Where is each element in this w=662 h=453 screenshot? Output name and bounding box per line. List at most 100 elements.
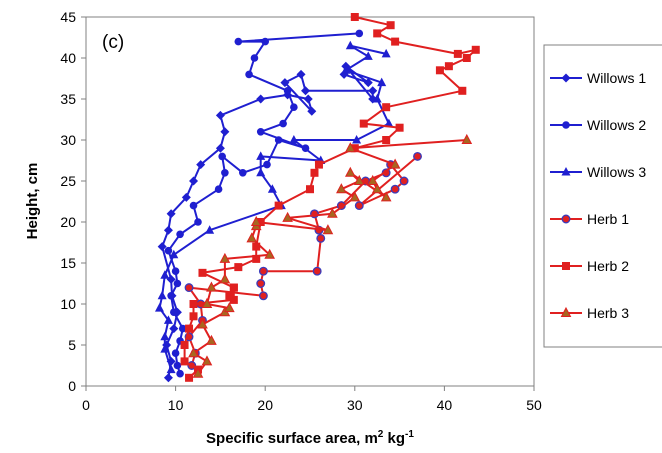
data-point — [344, 166, 356, 177]
data-point — [344, 142, 356, 153]
data-point — [289, 135, 299, 144]
data-point — [157, 290, 167, 300]
data-point — [274, 201, 283, 210]
data-point — [363, 78, 373, 88]
y-tick-label: 5 — [68, 337, 76, 353]
data-point — [250, 215, 262, 226]
data-point — [264, 248, 276, 259]
data-point — [327, 207, 338, 218]
legend-label: Herb 2 — [587, 258, 629, 274]
data-point — [310, 168, 319, 177]
data-point — [267, 184, 277, 193]
legend-marker — [561, 73, 571, 83]
data-point — [218, 152, 226, 161]
y-tick-label: 45 — [60, 9, 76, 25]
legend: Willows 1 Willows 2 Willows 3 Herb 1 Herb 2 H… — [543, 44, 662, 348]
data-point — [256, 167, 266, 177]
data-point — [368, 86, 378, 96]
series-herb-2 — [180, 13, 480, 382]
data-point — [166, 364, 176, 374]
data-point — [215, 110, 225, 120]
data-point — [171, 267, 180, 276]
legend-marker — [561, 167, 571, 176]
data-point — [184, 283, 194, 293]
data-point — [234, 37, 243, 46]
data-point — [219, 252, 231, 263]
data-point — [154, 303, 164, 312]
data-point — [390, 184, 400, 194]
data-point — [382, 136, 391, 144]
data-point — [205, 225, 215, 234]
data-point — [194, 218, 202, 226]
data-point — [256, 94, 266, 104]
data-point — [283, 87, 292, 95]
y-tick-label: 10 — [60, 296, 76, 312]
data-point — [256, 151, 266, 160]
data-point — [181, 192, 191, 202]
data-point — [303, 94, 313, 104]
legend-item: Willows 3 — [550, 164, 646, 180]
data-point — [198, 268, 207, 277]
data-point — [219, 273, 231, 284]
data-point — [413, 151, 422, 161]
data-point — [157, 242, 167, 252]
data-point — [171, 349, 180, 358]
legend-marker — [562, 121, 570, 129]
data-point — [372, 94, 382, 103]
data-point — [189, 312, 198, 321]
data-point — [381, 48, 391, 58]
legend-label: Herb 1 — [587, 211, 629, 227]
x-tick-label: 30 — [347, 397, 363, 413]
data-point — [245, 70, 253, 79]
data-point — [163, 373, 173, 383]
y-tick-label: 30 — [60, 132, 76, 148]
plot-frame — [85, 16, 535, 387]
data-point — [163, 225, 173, 235]
data-point — [163, 315, 173, 324]
data-point — [252, 254, 261, 263]
data-point — [354, 201, 364, 211]
data-point — [382, 103, 391, 112]
data-point — [201, 297, 213, 308]
data-point — [169, 324, 179, 334]
series-line — [161, 65, 374, 378]
data-point — [229, 283, 238, 292]
data-point — [189, 201, 198, 210]
y-tick-label: 15 — [60, 255, 76, 271]
data-point — [296, 69, 306, 79]
y-axis: 0 5 10 15 20 25 30 35 40 45 — [60, 9, 86, 394]
data-point — [234, 263, 243, 272]
data-point — [263, 160, 271, 169]
legend-label: Willows 3 — [587, 164, 646, 180]
data-point — [301, 86, 311, 96]
data-point — [189, 300, 198, 308]
data-point — [367, 174, 379, 185]
legend-item: Willows 1 — [550, 70, 646, 86]
data-point — [160, 331, 170, 341]
data-point — [220, 127, 230, 137]
data-point — [355, 29, 364, 38]
data-point — [316, 233, 326, 243]
series-line — [167, 32, 360, 375]
data-point — [280, 78, 290, 88]
data-point — [185, 373, 194, 382]
y-tick-label: 20 — [60, 214, 76, 230]
data-point — [359, 119, 368, 128]
legend-marker — [560, 306, 572, 317]
data-point — [225, 291, 234, 300]
data-point — [341, 65, 351, 74]
legend-frame — [543, 44, 662, 348]
data-point — [384, 118, 394, 128]
legend-item: Herb 1 — [550, 211, 629, 227]
data-point — [180, 357, 189, 366]
data-point — [258, 291, 268, 301]
x-axis-title-sup2: -1 — [405, 429, 414, 440]
series-line — [192, 139, 467, 375]
x-axis-title-sup1: 2 — [378, 429, 384, 440]
data-point — [224, 302, 235, 313]
data-point — [386, 21, 395, 30]
x-tick-label: 50 — [526, 397, 542, 413]
data-point — [189, 176, 199, 186]
y-tick-label: 40 — [60, 50, 76, 66]
x-axis: 0 10 20 30 40 50 — [82, 386, 542, 413]
